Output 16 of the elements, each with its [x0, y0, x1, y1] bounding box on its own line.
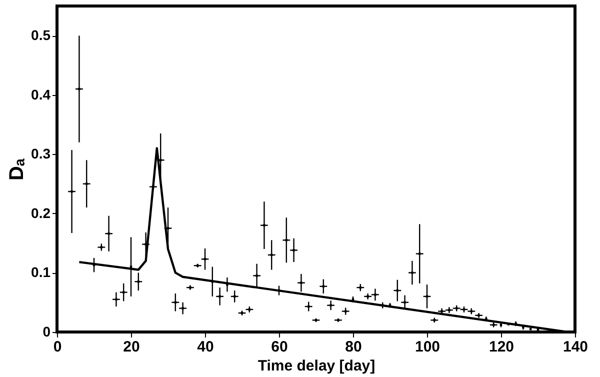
- x-tick-label: 120: [488, 338, 514, 356]
- x-tick-label: 60: [271, 338, 288, 356]
- x-tick-label: 20: [123, 338, 140, 356]
- y-tick-label: 0.4: [31, 86, 51, 102]
- y-tick-label: 0: [42, 324, 51, 340]
- y-tick-label: 0.3: [31, 146, 51, 162]
- x-axis-title: Time delay [day]: [258, 358, 376, 374]
- y-axis-title: Dₐ: [6, 158, 28, 180]
- y-tick-label: 0.2: [31, 204, 51, 221]
- y-tick-label: 0.5: [31, 27, 51, 44]
- x-tick-label: 100: [414, 338, 440, 356]
- x-tick-label: 140: [562, 338, 588, 356]
- y-tick-label: 0.1: [31, 264, 51, 280]
- x-tick-label: 0: [53, 338, 62, 356]
- x-tick-label: 80: [345, 338, 362, 356]
- x-tick-label: 40: [197, 338, 214, 356]
